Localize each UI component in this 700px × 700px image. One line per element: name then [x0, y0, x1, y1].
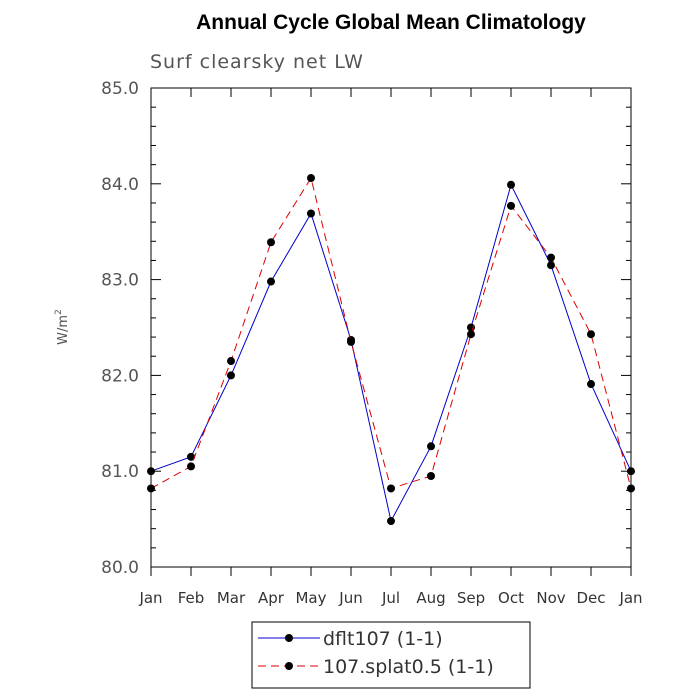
data-point: [187, 462, 195, 471]
x-tick-label: Nov: [536, 589, 565, 607]
y-axis-label: W/m2: [54, 309, 71, 345]
data-point: [427, 442, 435, 451]
x-tick-label: Mar: [217, 589, 246, 607]
x-tick-label: Jul: [381, 589, 400, 607]
x-tick-label: Jun: [338, 589, 362, 607]
series-2: [147, 174, 635, 493]
chart-title: Annual Cycle Global Mean Climatology: [196, 11, 586, 34]
series-line: [150, 183, 632, 523]
legend-marker: [285, 662, 293, 670]
data-point: [307, 174, 315, 183]
data-point: [267, 277, 275, 286]
legend-marker: [285, 634, 293, 642]
x-tick-label: Aug: [416, 589, 445, 607]
data-point: [187, 452, 195, 461]
data-point: [587, 330, 595, 339]
legend-box: [251, 621, 531, 689]
data-point: [227, 357, 235, 366]
data-point: [467, 323, 475, 332]
data-point: [587, 380, 595, 389]
y-tick-label: 84.0: [101, 175, 139, 195]
y-tick-label: 81.0: [101, 462, 139, 482]
data-point: [267, 238, 275, 247]
chart-subtitle: Surf clearsky net LW: [150, 51, 364, 73]
series-layer: [147, 174, 635, 526]
series-1: [147, 180, 635, 526]
x-tick-label: Jan: [618, 589, 642, 607]
axes: 80.0 81.0 82.0 83.0 84.0 85.0 Jan Feb Mar Apr May J…: [101, 79, 642, 607]
plot-frame: [150, 87, 632, 568]
x-tick-label: May: [295, 589, 326, 607]
x-tick-label: Sep: [457, 589, 485, 607]
data-point: [307, 209, 315, 218]
data-point: [387, 484, 395, 493]
y-tick-label: 85.0: [101, 79, 139, 99]
x-tick-label: Apr: [258, 589, 285, 607]
x-tick-label: Dec: [576, 589, 605, 607]
data-point: [387, 517, 395, 526]
y-tick-label: 83.0: [101, 271, 139, 291]
data-point: [507, 180, 515, 189]
data-point: [507, 201, 515, 210]
legend-label: 107.splat0.5 (1-1): [323, 656, 494, 678]
data-point: [347, 337, 355, 346]
legend: dflt107 (1-1) 107.splat0.5 (1-1): [251, 621, 531, 689]
data-point: [427, 471, 435, 480]
data-point: [547, 261, 555, 270]
x-tick-label: Jan: [138, 589, 162, 607]
data-point: [227, 371, 235, 380]
data-point: [147, 484, 155, 493]
series-line: [150, 176, 632, 490]
data-point: [147, 467, 155, 476]
x-tick-label: Oct: [498, 589, 524, 607]
data-point: [467, 330, 475, 339]
y-tick-label: 80.0: [101, 558, 139, 578]
data-point: [627, 484, 635, 493]
x-tick-label: Feb: [178, 589, 205, 607]
y-tick-label: 82.0: [101, 366, 139, 386]
data-point: [627, 467, 635, 476]
data-point: [547, 253, 555, 262]
legend-label: dflt107 (1-1): [323, 628, 443, 650]
